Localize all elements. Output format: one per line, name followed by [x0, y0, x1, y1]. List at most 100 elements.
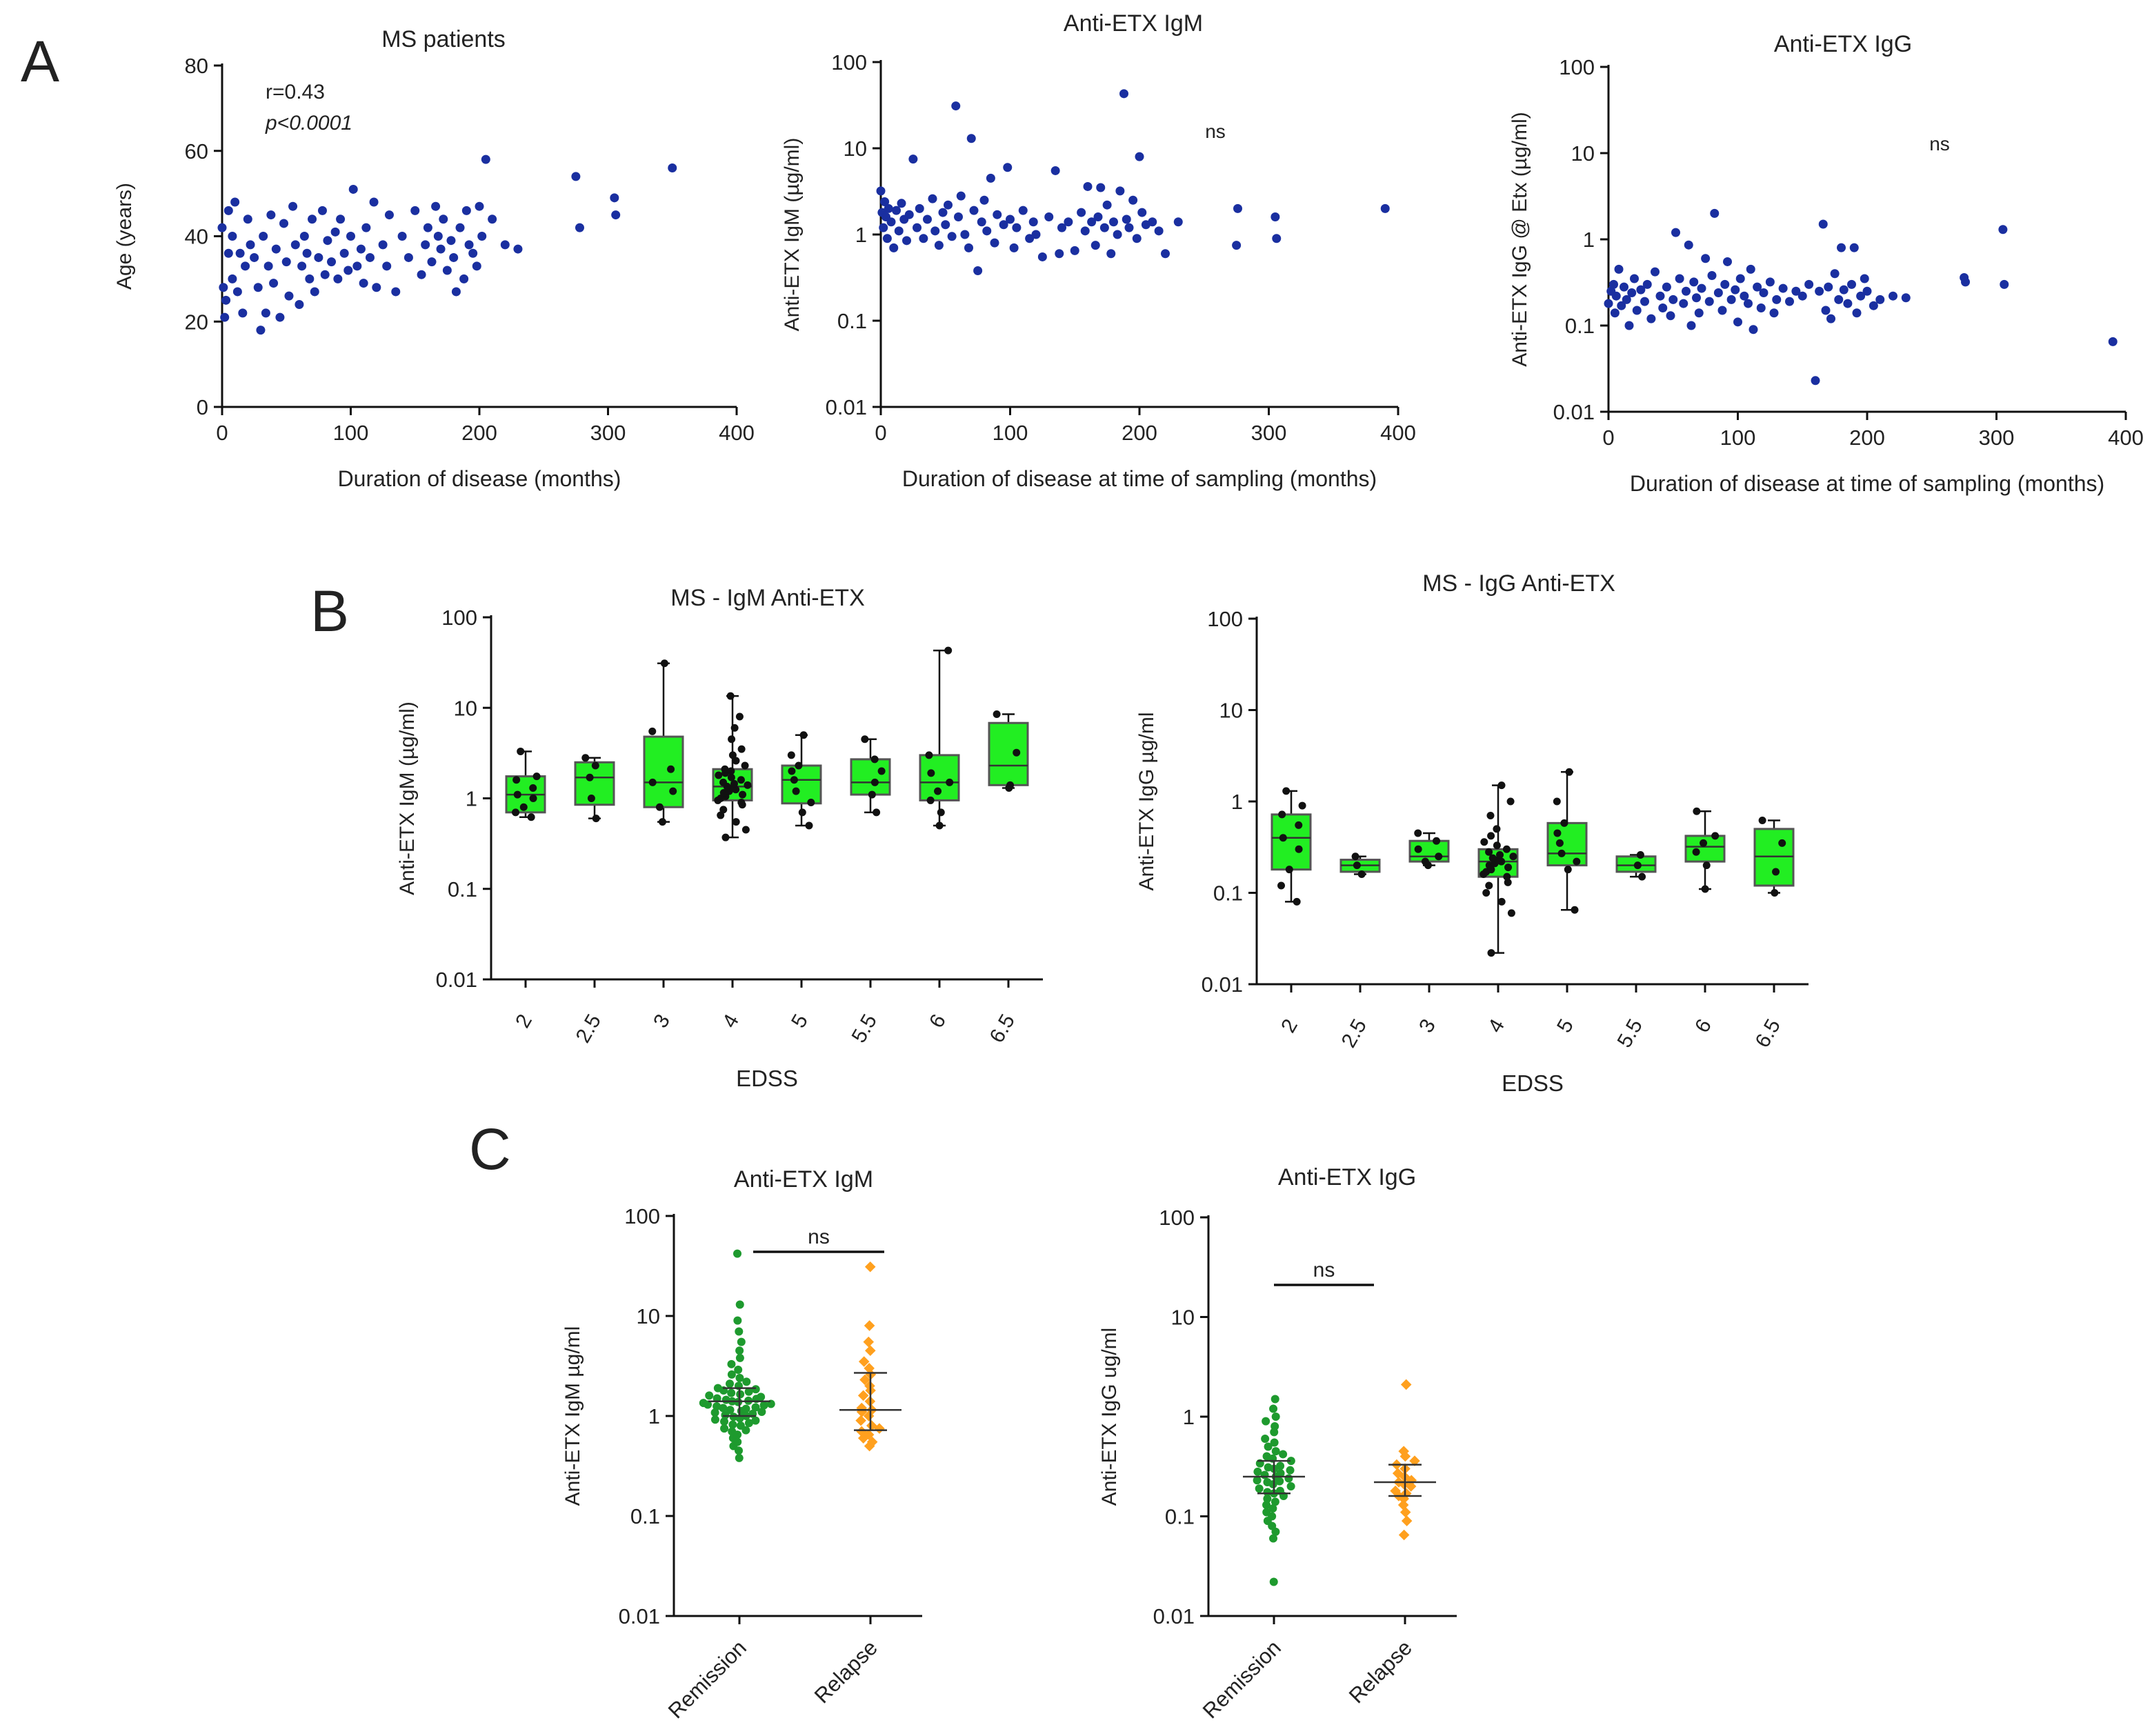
chart-title: Anti-ETX IgG	[1278, 1164, 1416, 1190]
data-point	[472, 261, 481, 271]
x-tick-label: 6	[925, 1010, 950, 1032]
box-data-point	[1485, 848, 1493, 856]
box-data-point	[741, 826, 750, 834]
data-point	[1849, 243, 1859, 252]
x-tick-label: 300	[1979, 426, 2015, 450]
data-point	[1860, 274, 1869, 283]
remission-data-point	[1263, 1478, 1272, 1487]
y-tick-label: 0.01	[826, 395, 867, 419]
box-data-point	[1295, 821, 1303, 829]
remission-data-point	[742, 1377, 751, 1386]
data-point	[317, 206, 327, 215]
box-data-point	[787, 751, 795, 759]
box-data-point	[519, 803, 528, 811]
data-point	[1731, 285, 1740, 295]
panel-label-a: A	[21, 29, 59, 94]
y-tick-label: 100	[1159, 1206, 1195, 1230]
chart-igg-by-edss: MS - IgG Anti-ETX 0.01 0.1 1 10 100 Anti-ETX I…	[1135, 570, 1809, 1096]
x-tick-label: 6.5	[1751, 1015, 1785, 1052]
data-point	[305, 274, 315, 283]
data-point	[919, 234, 928, 243]
x-tick-label: 100	[993, 421, 1028, 445]
box-data-point	[592, 815, 600, 823]
data-point	[228, 274, 237, 283]
remission-data-point	[1268, 1504, 1277, 1513]
data-point	[1862, 286, 1872, 296]
x-axis-label: EDSS	[736, 1066, 798, 1091]
data-point	[330, 227, 340, 237]
box-data-point	[1711, 832, 1720, 840]
data-point	[372, 283, 381, 292]
data-point	[246, 240, 255, 250]
remission-data-point	[721, 1395, 730, 1404]
remission-data-point	[719, 1417, 728, 1426]
data-point	[1037, 252, 1047, 261]
remission-data-point	[1263, 1488, 1272, 1497]
data-point	[1753, 282, 1762, 292]
remission-data-point	[1284, 1474, 1293, 1483]
remission-data-point	[705, 1391, 714, 1400]
remission-data-point	[735, 1327, 744, 1336]
data-point	[1889, 291, 1897, 301]
data-point	[1821, 306, 1831, 315]
box-data-point	[1486, 812, 1495, 820]
data-point	[423, 223, 432, 232]
remission-data-point	[734, 1365, 743, 1374]
data-point	[1642, 279, 1652, 289]
data-point	[904, 210, 914, 219]
x-tick-label: Remission	[1198, 1635, 1286, 1723]
remission-data-point	[1269, 1534, 1278, 1543]
data-point	[1132, 234, 1142, 243]
remission-data-point	[759, 1401, 768, 1410]
remission-data-point	[757, 1407, 766, 1416]
data-point	[1675, 274, 1684, 283]
data-point	[348, 184, 358, 194]
data-point	[1128, 195, 1138, 205]
box-data-point	[788, 767, 796, 775]
box-data-point	[937, 808, 945, 817]
box-data-point	[727, 767, 735, 775]
data-point	[951, 101, 961, 111]
data-point	[1671, 228, 1680, 237]
box-data-point	[1772, 868, 1780, 876]
box-data-point	[861, 735, 869, 744]
data-point	[979, 195, 989, 205]
relapse-data-point	[863, 1336, 875, 1348]
remission-data-point	[1279, 1450, 1288, 1459]
data-point	[513, 244, 523, 254]
relapse-data-point	[1397, 1499, 1409, 1510]
data-point	[1083, 181, 1093, 191]
data-point	[1115, 186, 1125, 196]
box-data-point	[795, 761, 803, 770]
x-tick-label: 4	[1484, 1015, 1509, 1037]
data-point	[1135, 152, 1144, 161]
remission-data-point	[1276, 1469, 1285, 1478]
remission-data-point	[735, 1453, 744, 1462]
data-point	[361, 223, 371, 232]
data-point	[1869, 301, 1878, 310]
y-axis-label: Anti-ETX IgM µg/ml	[561, 1326, 584, 1506]
data-point	[1707, 271, 1717, 281]
data-point	[378, 240, 388, 250]
chart-title: Anti-ETX IgM	[1064, 10, 1203, 37]
data-point	[1686, 321, 1696, 330]
box-data-point	[1700, 839, 1708, 847]
box-data-point	[799, 731, 808, 739]
x-tick-label: 6.5	[986, 1010, 1019, 1047]
data-point	[1856, 291, 1866, 301]
remission-data-point	[1255, 1484, 1264, 1493]
x-tick-label: 5	[787, 1010, 813, 1032]
data-point	[923, 214, 932, 224]
data-point	[977, 217, 986, 227]
chart-igg-vs-duration: Anti-ETX IgG 0.01 0.1 1 10 100 Anti-ETX IgG @ …	[1508, 31, 2144, 496]
box-data-point	[1636, 851, 1644, 859]
remission-data-point	[1263, 1495, 1272, 1504]
data-point	[902, 236, 911, 246]
remission-data-point	[757, 1393, 766, 1401]
data-point	[1050, 166, 1060, 175]
box-data-point	[741, 761, 749, 770]
remission-data-point	[1269, 1404, 1278, 1413]
ns-label: ns	[1205, 121, 1226, 142]
relapse-data-point	[1392, 1468, 1404, 1479]
relapse-data-point	[866, 1420, 877, 1431]
